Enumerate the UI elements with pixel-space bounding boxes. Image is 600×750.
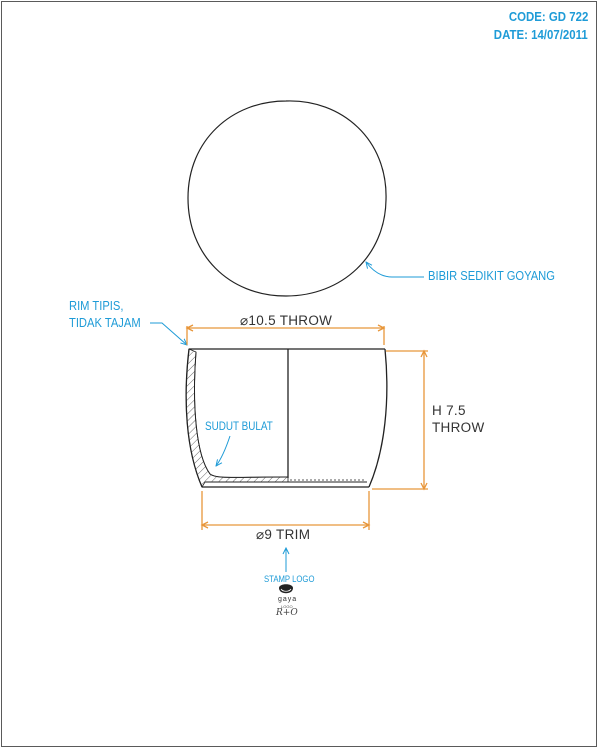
height-label-line2: THROW <box>432 420 485 435</box>
logo-word: gaya <box>278 596 298 603</box>
thin-rim-callout-line1: RIM TIPIS, <box>69 298 124 313</box>
top-diameter-label: ⌀10.5 THROW <box>240 313 333 328</box>
top-view-circle <box>187 100 387 297</box>
bottom-diameter-label: ⌀9 TRIM <box>256 527 311 542</box>
rounded-corner-leader <box>216 435 231 466</box>
height-label-line1: H 7.5 <box>432 403 466 418</box>
wobbly-lip-leader <box>366 262 424 278</box>
thin-rim-callout-line2: TIDAK TAJAM <box>69 315 141 330</box>
stamp-logo-icon <box>279 584 293 594</box>
bottom-diameter-dimension <box>200 491 371 530</box>
wobbly-lip-callout: BIBIR SEDIKIT GOYANG <box>428 268 555 283</box>
logo-small-text: LOGO <box>281 604 293 609</box>
stamp-logo-arrow <box>282 546 290 572</box>
wall-section-hatch <box>185 348 289 488</box>
drawing-code: CODE: GD 722 <box>508 9 588 24</box>
top-diameter-dimension <box>185 324 386 345</box>
logo-mark: R+O <box>276 608 298 618</box>
height-dimension <box>372 349 428 491</box>
rounded-corner-callout: SUDUT BULAT <box>205 421 273 433</box>
stamp-logo-callout: STAMP LOGO <box>264 574 315 584</box>
drawing-date: DATE: 14/07/2011 <box>494 27 588 42</box>
thin-rim-leader <box>150 322 187 345</box>
side-view-bowl <box>185 348 388 488</box>
